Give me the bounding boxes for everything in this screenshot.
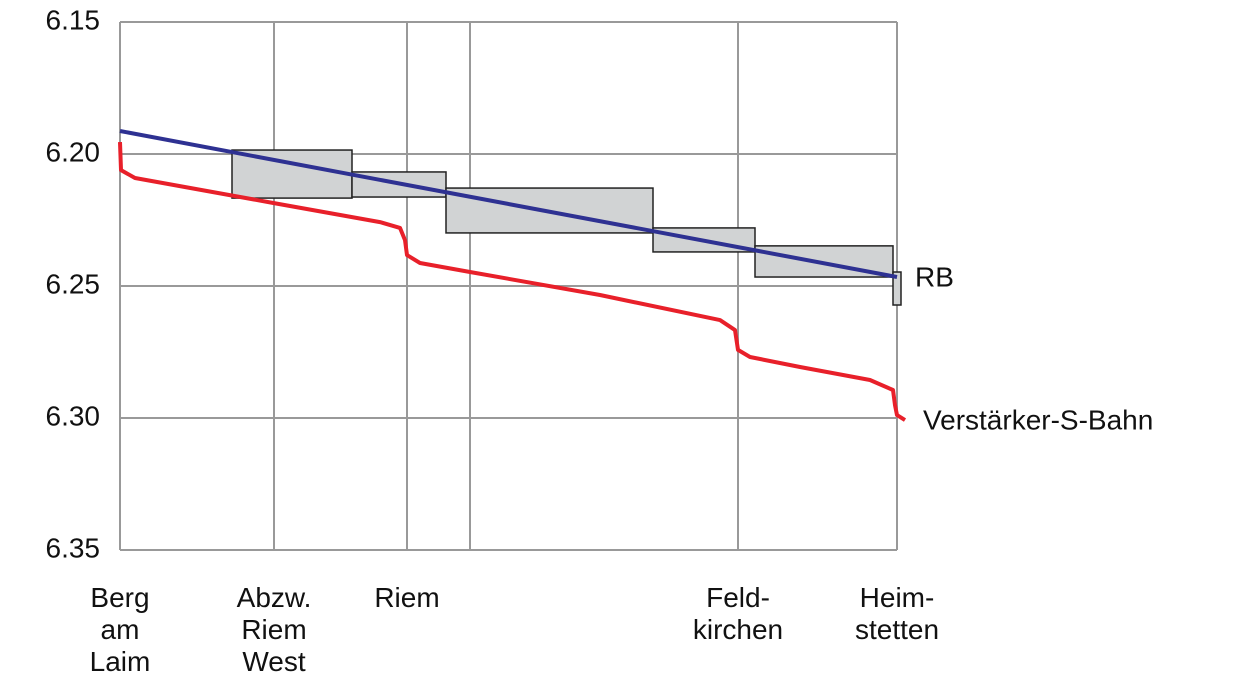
x-tick-label-line: Abzw.: [237, 582, 312, 613]
series-line: [119, 129, 898, 279]
y-tick-label: 6.35: [46, 532, 101, 563]
y-tick-label: 6.20: [46, 136, 101, 167]
x-tick-label-line: Riem: [374, 582, 439, 613]
x-tick-label: Heim-stetten: [855, 582, 939, 645]
x-tick-label-line: kirchen: [693, 614, 783, 645]
series-label: Verstärker-S-Bahn: [923, 405, 1153, 436]
y-tick-label: 6.25: [46, 268, 101, 299]
y-tick-label: 6.30: [46, 400, 101, 431]
y-tick-label: 6.15: [46, 4, 101, 35]
x-tick-label-line: Laim: [90, 646, 151, 677]
x-tick-label: Feld-kirchen: [693, 582, 783, 645]
x-tick-label-line: Heim-: [860, 582, 935, 613]
x-tick-label-line: stetten: [855, 614, 939, 645]
x-tick-label-line: am: [101, 614, 140, 645]
series-line: [118, 142, 907, 422]
series-label: RB: [915, 261, 954, 292]
x-tick-label-line: Riem: [241, 614, 306, 645]
x-tick-label-line: West: [242, 646, 305, 677]
x-tick-label: Riem: [374, 582, 439, 613]
x-tick-label: Berg am Laim: [90, 582, 151, 677]
block-section: [231, 149, 353, 199]
x-tick-label: Abzw. Riem West: [237, 582, 312, 677]
block-section: [892, 271, 902, 306]
x-tick-label-line: Berg: [90, 582, 149, 613]
x-tick-label-line: Feld-: [706, 582, 770, 613]
